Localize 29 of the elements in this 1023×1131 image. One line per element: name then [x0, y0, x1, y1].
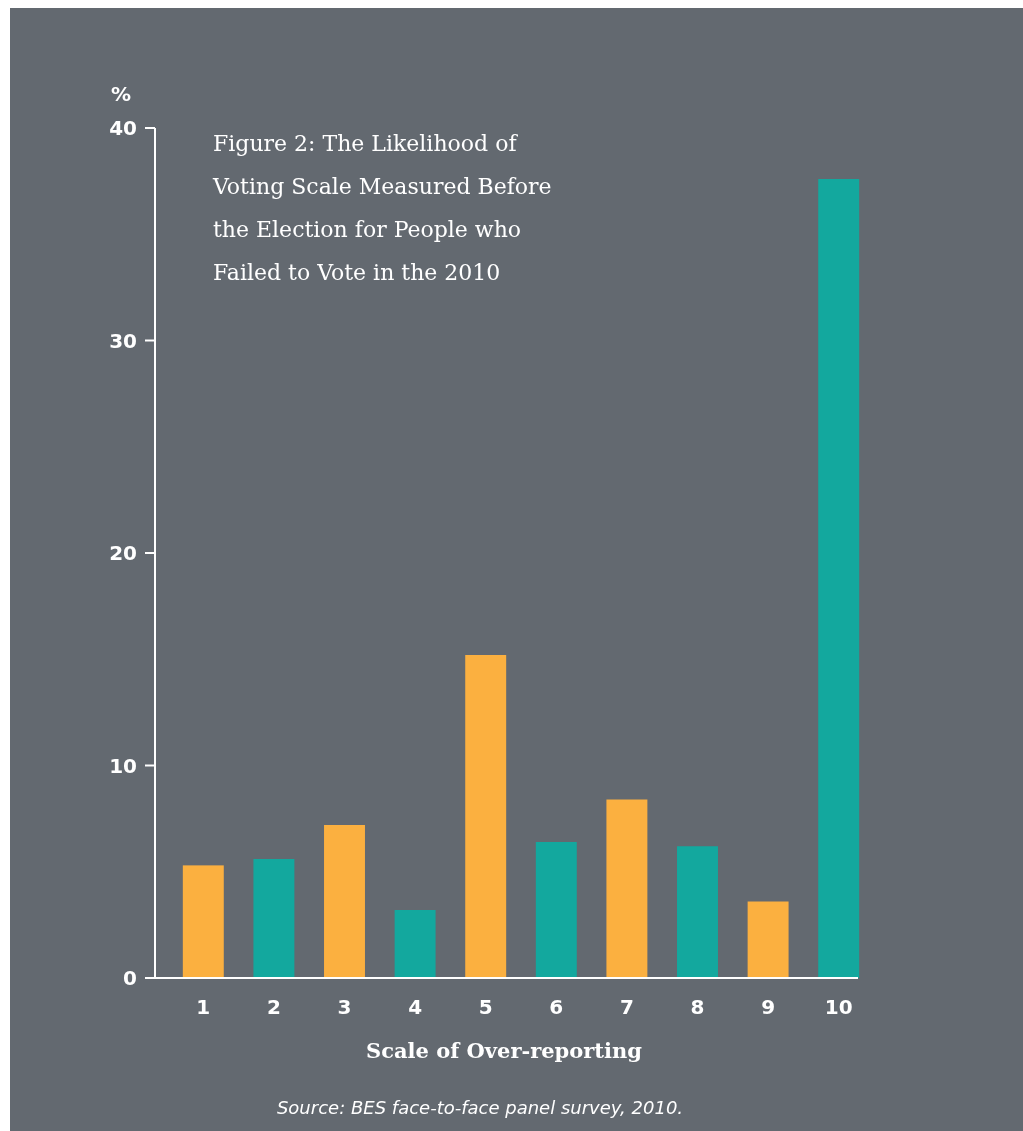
bar	[324, 825, 365, 978]
x-tick-label: 2	[266, 995, 281, 1019]
y-tick-label: 20	[109, 541, 137, 565]
x-axis-title: Scale of Over-reporting	[365, 1038, 643, 1063]
x-tick-label: 3	[337, 995, 352, 1019]
y-tick-label: 10	[109, 753, 137, 778]
bar	[747, 901, 789, 978]
bar	[182, 865, 224, 978]
bar	[606, 799, 648, 978]
y-tick-label: 30	[109, 328, 137, 353]
bar	[818, 179, 860, 978]
x-tick-label: 7	[619, 995, 634, 1019]
bar	[677, 846, 718, 978]
x-tick-label: 9	[761, 995, 776, 1019]
x-tick-label: 4	[408, 995, 423, 1019]
bar	[465, 655, 507, 978]
x-tick-label: 8	[690, 995, 705, 1019]
x-tick-label: 6	[549, 995, 564, 1019]
bar	[394, 910, 436, 978]
y-tick-label: 40	[109, 116, 137, 140]
x-tick-label: 5	[478, 995, 493, 1019]
bar	[253, 859, 295, 978]
bar	[535, 842, 577, 978]
source-note: Source: BES face-to-face panel survey, 2010.	[276, 1097, 684, 1118]
x-tick-label: 10	[824, 995, 853, 1019]
x-tick-label: 1	[196, 995, 211, 1019]
y-axis-title: %	[110, 82, 132, 106]
y-tick-label: 0	[123, 966, 137, 990]
text: Figure 2: The Likelihood of Voting Scale Measured Before the Election for People who Failed to Vote in the 2010	[212, 131, 552, 285]
